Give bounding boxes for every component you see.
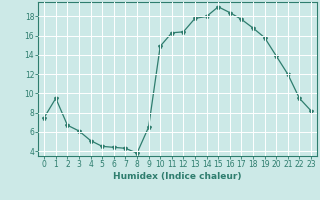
- X-axis label: Humidex (Indice chaleur): Humidex (Indice chaleur): [113, 172, 242, 181]
